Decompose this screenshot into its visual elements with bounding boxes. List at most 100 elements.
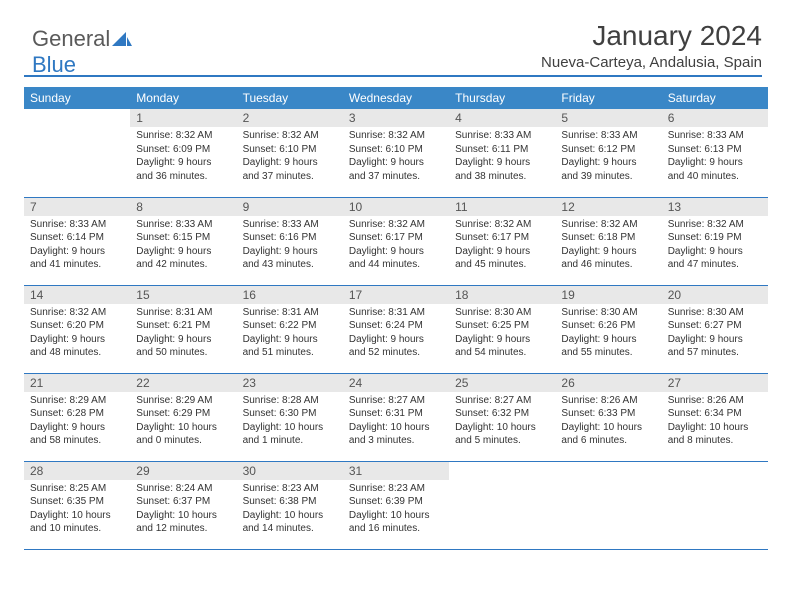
sunset-text: Sunset: 6:13 PM — [668, 143, 762, 157]
sunrise-text: Sunrise: 8:30 AM — [455, 306, 549, 320]
sunset-text: Sunset: 6:14 PM — [30, 231, 124, 245]
calendar-cell: 17Sunrise: 8:31 AMSunset: 6:24 PMDayligh… — [343, 285, 449, 373]
calendar-table: Sunday Monday Tuesday Wednesday Thursday… — [24, 87, 768, 550]
calendar-cell: 23Sunrise: 8:28 AMSunset: 6:30 PMDayligh… — [237, 373, 343, 461]
daylight-text: Daylight: 9 hours and 50 minutes. — [136, 333, 230, 360]
sunset-text: Sunset: 6:16 PM — [243, 231, 337, 245]
day-header: Monday — [130, 87, 236, 109]
day-number: 25 — [449, 374, 555, 392]
day-details: Sunrise: 8:25 AMSunset: 6:35 PMDaylight:… — [24, 480, 130, 540]
brand-logo: General Blue — [32, 26, 132, 78]
sunrise-text: Sunrise: 8:32 AM — [243, 129, 337, 143]
sunrise-text: Sunrise: 8:28 AM — [243, 394, 337, 408]
day-details: Sunrise: 8:30 AMSunset: 6:25 PMDaylight:… — [449, 304, 555, 364]
day-number — [555, 462, 661, 466]
day-number: 20 — [662, 286, 768, 304]
sunset-text: Sunset: 6:31 PM — [349, 407, 443, 421]
calendar-title: January 2024 — [24, 20, 762, 52]
day-number: 29 — [130, 462, 236, 480]
day-details: Sunrise: 8:32 AMSunset: 6:20 PMDaylight:… — [24, 304, 130, 364]
daylight-text: Daylight: 9 hours and 51 minutes. — [243, 333, 337, 360]
sunrise-text: Sunrise: 8:32 AM — [136, 129, 230, 143]
daylight-text: Daylight: 10 hours and 14 minutes. — [243, 509, 337, 536]
sunrise-text: Sunrise: 8:29 AM — [136, 394, 230, 408]
calendar-row: 14Sunrise: 8:32 AMSunset: 6:20 PMDayligh… — [24, 285, 768, 373]
day-details: Sunrise: 8:27 AMSunset: 6:31 PMDaylight:… — [343, 392, 449, 452]
calendar-cell: 27Sunrise: 8:26 AMSunset: 6:34 PMDayligh… — [662, 373, 768, 461]
sunset-text: Sunset: 6:28 PM — [30, 407, 124, 421]
calendar-cell: 29Sunrise: 8:24 AMSunset: 6:37 PMDayligh… — [130, 461, 236, 549]
calendar-cell: 28Sunrise: 8:25 AMSunset: 6:35 PMDayligh… — [24, 461, 130, 549]
calendar-cell: 25Sunrise: 8:27 AMSunset: 6:32 PMDayligh… — [449, 373, 555, 461]
sunrise-text: Sunrise: 8:31 AM — [349, 306, 443, 320]
calendar-cell: 18Sunrise: 8:30 AMSunset: 6:25 PMDayligh… — [449, 285, 555, 373]
sunrise-text: Sunrise: 8:30 AM — [668, 306, 762, 320]
sunset-text: Sunset: 6:37 PM — [136, 495, 230, 509]
calendar-cell: 24Sunrise: 8:27 AMSunset: 6:31 PMDayligh… — [343, 373, 449, 461]
day-details: Sunrise: 8:26 AMSunset: 6:34 PMDaylight:… — [662, 392, 768, 452]
daylight-text: Daylight: 9 hours and 47 minutes. — [668, 245, 762, 272]
calendar-cell: 1Sunrise: 8:32 AMSunset: 6:09 PMDaylight… — [130, 109, 236, 197]
sunset-text: Sunset: 6:18 PM — [561, 231, 655, 245]
sunrise-text: Sunrise: 8:32 AM — [349, 129, 443, 143]
day-details: Sunrise: 8:32 AMSunset: 6:18 PMDaylight:… — [555, 216, 661, 276]
sunrise-text: Sunrise: 8:32 AM — [668, 218, 762, 232]
sunset-text: Sunset: 6:17 PM — [455, 231, 549, 245]
sunset-text: Sunset: 6:34 PM — [668, 407, 762, 421]
daylight-text: Daylight: 9 hours and 41 minutes. — [30, 245, 124, 272]
day-number: 2 — [237, 109, 343, 127]
daylight-text: Daylight: 9 hours and 55 minutes. — [561, 333, 655, 360]
day-details: Sunrise: 8:29 AMSunset: 6:29 PMDaylight:… — [130, 392, 236, 452]
calendar-cell: 5Sunrise: 8:33 AMSunset: 6:12 PMDaylight… — [555, 109, 661, 197]
day-details: Sunrise: 8:33 AMSunset: 6:11 PMDaylight:… — [449, 127, 555, 187]
daylight-text: Daylight: 9 hours and 44 minutes. — [349, 245, 443, 272]
calendar-cell: 3Sunrise: 8:32 AMSunset: 6:10 PMDaylight… — [343, 109, 449, 197]
calendar-cell: 22Sunrise: 8:29 AMSunset: 6:29 PMDayligh… — [130, 373, 236, 461]
day-number: 22 — [130, 374, 236, 392]
calendar-cell: 15Sunrise: 8:31 AMSunset: 6:21 PMDayligh… — [130, 285, 236, 373]
sunset-text: Sunset: 6:30 PM — [243, 407, 337, 421]
day-number: 28 — [24, 462, 130, 480]
sunrise-text: Sunrise: 8:30 AM — [561, 306, 655, 320]
brand-part2: Blue — [32, 52, 76, 77]
daylight-text: Daylight: 9 hours and 40 minutes. — [668, 156, 762, 183]
sunrise-text: Sunrise: 8:33 AM — [561, 129, 655, 143]
day-number: 18 — [449, 286, 555, 304]
daylight-text: Daylight: 10 hours and 12 minutes. — [136, 509, 230, 536]
sunrise-text: Sunrise: 8:33 AM — [668, 129, 762, 143]
day-details: Sunrise: 8:32 AMSunset: 6:19 PMDaylight:… — [662, 216, 768, 276]
sunset-text: Sunset: 6:26 PM — [561, 319, 655, 333]
daylight-text: Daylight: 9 hours and 54 minutes. — [455, 333, 549, 360]
day-number: 3 — [343, 109, 449, 127]
day-details: Sunrise: 8:30 AMSunset: 6:27 PMDaylight:… — [662, 304, 768, 364]
calendar-cell: 31Sunrise: 8:23 AMSunset: 6:39 PMDayligh… — [343, 461, 449, 549]
day-details: Sunrise: 8:31 AMSunset: 6:24 PMDaylight:… — [343, 304, 449, 364]
calendar-cell: 19Sunrise: 8:30 AMSunset: 6:26 PMDayligh… — [555, 285, 661, 373]
day-number: 10 — [343, 198, 449, 216]
day-details: Sunrise: 8:33 AMSunset: 6:12 PMDaylight:… — [555, 127, 661, 187]
sunset-text: Sunset: 6:27 PM — [668, 319, 762, 333]
sunrise-text: Sunrise: 8:29 AM — [30, 394, 124, 408]
sunrise-text: Sunrise: 8:31 AM — [243, 306, 337, 320]
sunrise-text: Sunrise: 8:33 AM — [243, 218, 337, 232]
day-details: Sunrise: 8:27 AMSunset: 6:32 PMDaylight:… — [449, 392, 555, 452]
sunrise-text: Sunrise: 8:23 AM — [349, 482, 443, 496]
day-number: 24 — [343, 374, 449, 392]
sunrise-text: Sunrise: 8:23 AM — [243, 482, 337, 496]
calendar-cell: 13Sunrise: 8:32 AMSunset: 6:19 PMDayligh… — [662, 197, 768, 285]
day-number: 27 — [662, 374, 768, 392]
sunrise-text: Sunrise: 8:33 AM — [455, 129, 549, 143]
sunset-text: Sunset: 6:25 PM — [455, 319, 549, 333]
day-header: Friday — [555, 87, 661, 109]
daylight-text: Daylight: 9 hours and 58 minutes. — [30, 421, 124, 448]
day-number: 12 — [555, 198, 661, 216]
calendar-cell: 16Sunrise: 8:31 AMSunset: 6:22 PMDayligh… — [237, 285, 343, 373]
day-header: Wednesday — [343, 87, 449, 109]
day-details: Sunrise: 8:33 AMSunset: 6:15 PMDaylight:… — [130, 216, 236, 276]
daylight-text: Daylight: 10 hours and 6 minutes. — [561, 421, 655, 448]
daylight-text: Daylight: 9 hours and 52 minutes. — [349, 333, 443, 360]
calendar-cell — [449, 461, 555, 549]
day-details: Sunrise: 8:32 AMSunset: 6:17 PMDaylight:… — [449, 216, 555, 276]
day-number: 11 — [449, 198, 555, 216]
calendar-cell: 9Sunrise: 8:33 AMSunset: 6:16 PMDaylight… — [237, 197, 343, 285]
